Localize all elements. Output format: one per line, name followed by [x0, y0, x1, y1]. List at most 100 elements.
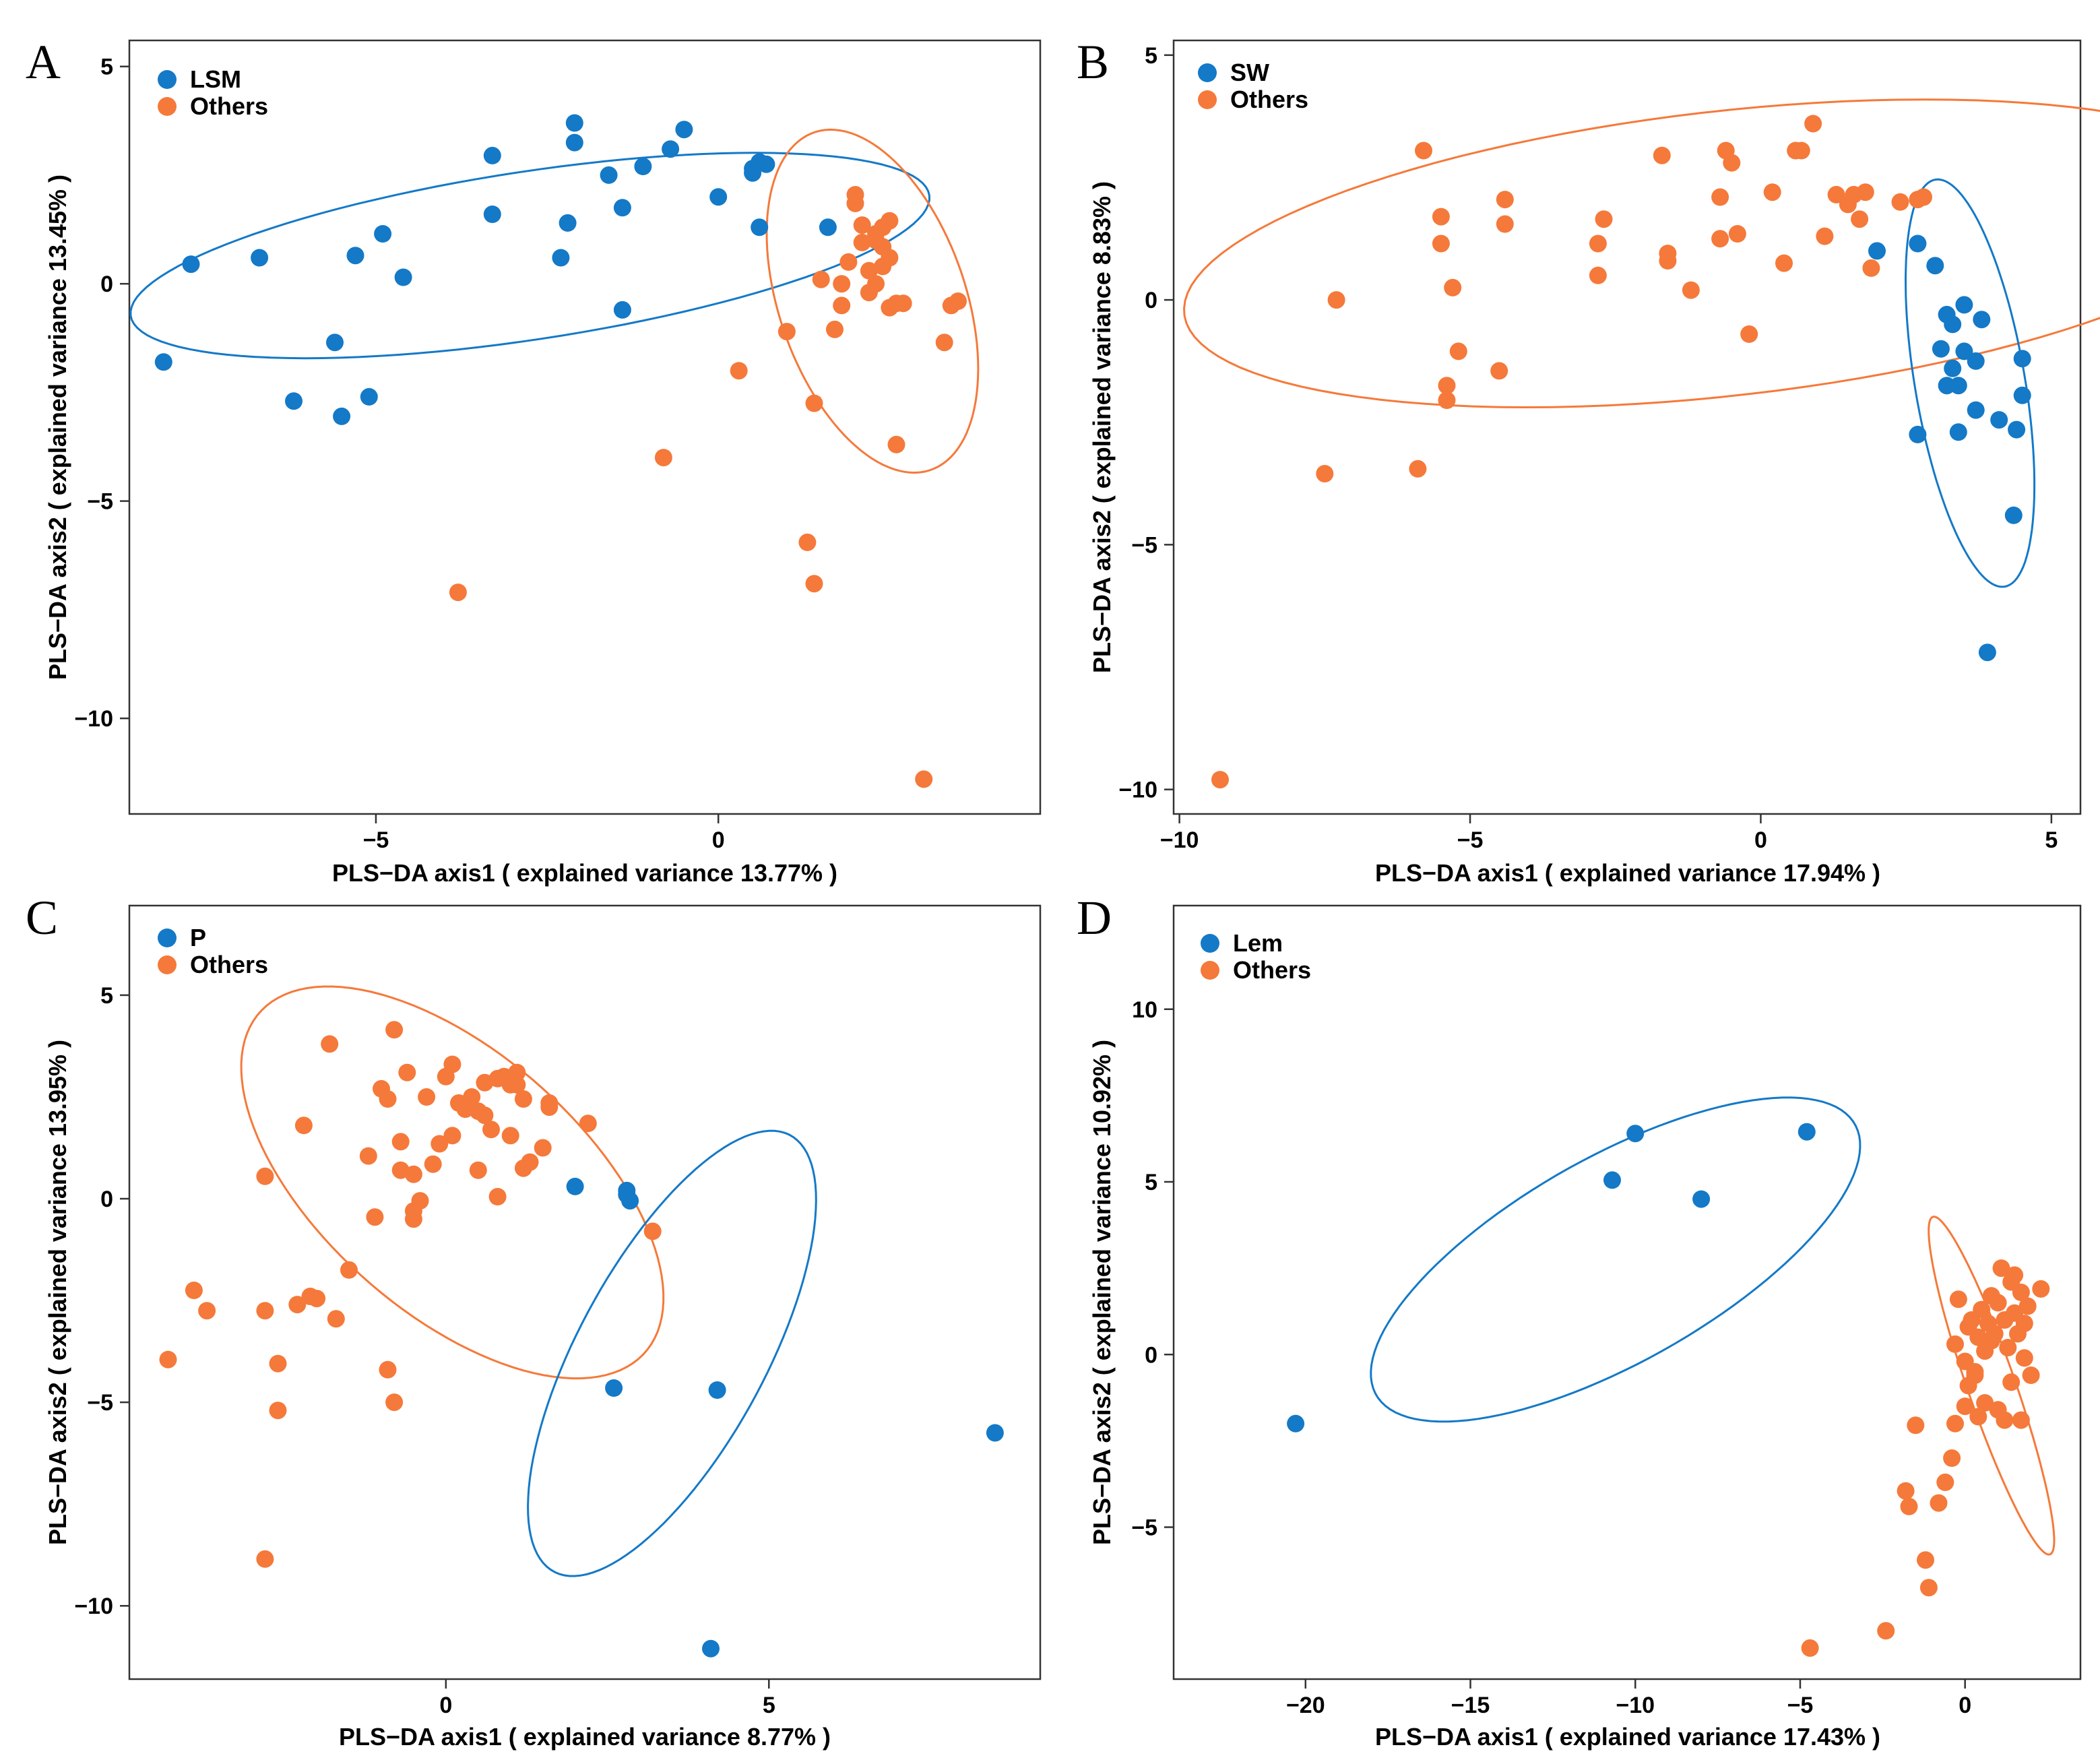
data-point-lsm [600, 166, 618, 184]
data-point-others [1316, 465, 1334, 482]
y-tick-label: −10 [1118, 778, 1157, 803]
data-point-sw [1909, 234, 1927, 253]
data-point-others [269, 1402, 287, 1420]
data-point-sw [2004, 506, 2023, 524]
legend-marker-group [158, 929, 177, 947]
data-point-others [1946, 1335, 1964, 1353]
x-tick-label: −5 [1457, 827, 1484, 853]
data-point-others [1969, 1408, 1987, 1426]
data-point-lsm [613, 301, 631, 319]
data-point-lsm [565, 114, 583, 132]
data-point-others [867, 275, 885, 293]
data-point-others [833, 275, 851, 293]
data-point-sw [2008, 420, 2026, 439]
data-point-others [1989, 1294, 2007, 1312]
data-point-others [777, 323, 796, 341]
legend-marker-others [158, 97, 177, 116]
data-point-others [887, 435, 905, 453]
data-point-others [288, 1296, 307, 1314]
data-point-others [514, 1090, 532, 1108]
data-point-others [379, 1090, 397, 1108]
data-point-lsm [374, 225, 392, 243]
y-axis-title: PLS−DA axis2 ( explained variance 10.92%… [1088, 1040, 1116, 1545]
y-tick-label: 0 [1145, 1342, 1157, 1368]
data-point-sw [1967, 352, 1985, 370]
data-point-others [1915, 188, 1932, 206]
data-point-others [1711, 188, 1729, 206]
data-point-lsm [565, 133, 583, 152]
plot-frame [1172, 904, 2082, 1680]
legend: LSM Others [158, 65, 268, 120]
data-point-others [269, 1354, 287, 1373]
y-axis-title: PLS−DA axis2 ( explained variance 13.95%… [44, 1040, 71, 1545]
data-point-others [805, 575, 823, 593]
legend-label-group: Lem [1233, 929, 1283, 957]
data-point-others [359, 1147, 377, 1165]
data-point-others [256, 1302, 274, 1320]
data-point-others [443, 1127, 462, 1145]
data-point-others [488, 1188, 507, 1205]
x-tick-label: 0 [712, 827, 725, 853]
data-point-others [730, 362, 748, 380]
data-point-others [1907, 1416, 1925, 1435]
data-point-p [702, 1639, 720, 1658]
data-point-sw [1949, 377, 1967, 395]
data-point-others [2006, 1266, 2024, 1284]
data-point-lsm [182, 255, 200, 274]
y-tick-label: −5 [87, 489, 113, 515]
data-point-lsm [154, 353, 172, 371]
data-point-others [2015, 1349, 2033, 1367]
data-point-others [1775, 254, 1793, 272]
panel-d: D −20 −15 −10 −5 0 10 5 0 −5 Lem Others PLS−DA a… [1077, 891, 2082, 1751]
data-point-p [618, 1186, 636, 1203]
data-point-others [463, 1088, 481, 1106]
x-tick-label: −5 [1787, 1693, 1814, 1718]
data-point-others [1956, 1397, 1974, 1416]
data-point-others [949, 292, 967, 310]
y-tick-label: 0 [1145, 288, 1157, 313]
y-axis-title: PLS−DA axis2 ( explained variance 13.45%… [44, 175, 71, 680]
data-point-others [1327, 291, 1345, 309]
data-point-others [1653, 146, 1671, 164]
data-point-others [846, 186, 864, 203]
data-point-others [1211, 771, 1229, 789]
data-point-others [1949, 1290, 1967, 1309]
data-point-p [986, 1424, 1004, 1442]
y-tick-label: 5 [100, 55, 113, 80]
data-point-others [431, 1135, 449, 1153]
legend-label-group: LSM [190, 65, 241, 93]
data-point-others [833, 296, 851, 315]
data-point-others [1740, 325, 1758, 343]
data-point-lem [1626, 1125, 1645, 1143]
data-point-others [1973, 1300, 1991, 1319]
data-point-sw [1949, 423, 1967, 441]
x-axis-title: PLS−DA axis1 ( explained variance 13.77%… [332, 859, 837, 887]
y-tick-label: 10 [1132, 997, 1157, 1023]
data-point-others [1801, 1639, 1819, 1657]
data-point-others [881, 249, 899, 267]
y-tick-label: −5 [1131, 532, 1157, 558]
data-point-others [2012, 1284, 2030, 1301]
plot-frame [128, 904, 1042, 1680]
legend-label-others: Others [1230, 86, 1308, 113]
data-point-others [469, 1161, 487, 1179]
data-point-others [327, 1310, 345, 1328]
data-point-others [508, 1075, 526, 1094]
legend-label-others: Others [190, 951, 268, 978]
data-point-sw [1909, 425, 1927, 443]
data-point-sw [1926, 257, 1944, 275]
data-point-others [798, 533, 817, 551]
x-tick-label: −10 [1160, 827, 1199, 853]
legend-marker-group [1198, 63, 1217, 82]
legend: SW Others [1198, 59, 1308, 113]
x-axis-title: PLS−DA axis1 ( explained variance 17.94%… [1375, 859, 1880, 887]
data-point-others [404, 1165, 422, 1183]
y-tick-label: −5 [87, 1390, 113, 1416]
data-point-others [482, 1121, 500, 1139]
data-point-p [566, 1177, 584, 1195]
data-point-lsm [709, 188, 728, 206]
data-point-others [404, 1210, 422, 1228]
data-point-others [894, 294, 912, 313]
data-point-others [476, 1106, 494, 1125]
